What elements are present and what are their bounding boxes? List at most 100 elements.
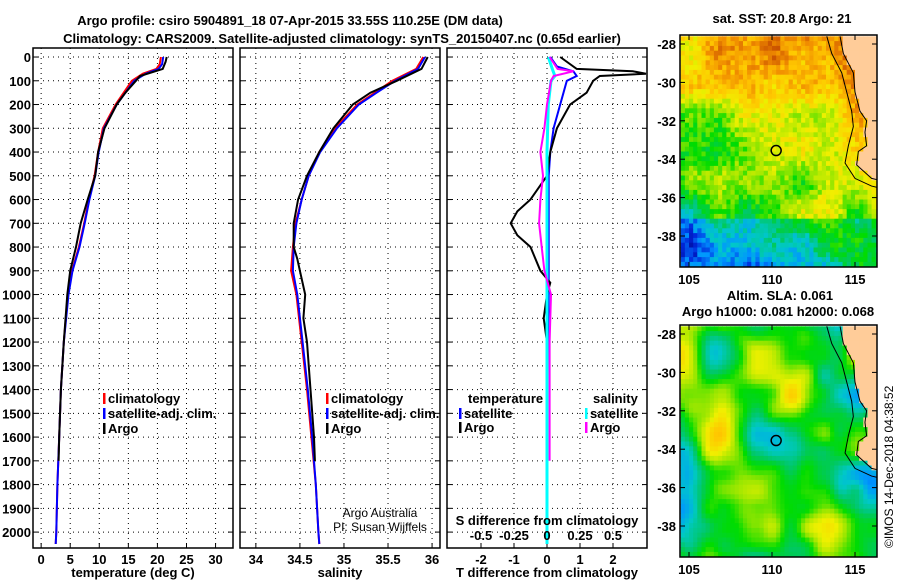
- map-cell: [867, 446, 873, 452]
- map-cell: [850, 518, 856, 524]
- map-cell: [726, 326, 732, 332]
- map-cell: [722, 180, 727, 186]
- map-cell: [755, 204, 761, 210]
- map-cell: [709, 189, 715, 196]
- map-cell: [755, 242, 761, 248]
- map-cell: [772, 479, 777, 486]
- map-cell: [801, 484, 806, 490]
- map-cell: [755, 55, 761, 61]
- map-cell: [726, 355, 732, 361]
- map-cell: [738, 460, 744, 466]
- map-cell: [697, 79, 702, 85]
- map-cell: [826, 41, 831, 47]
- map-cell: [780, 547, 785, 553]
- map-cell: [850, 455, 856, 462]
- map-cell: [713, 374, 719, 380]
- map-cell: [842, 113, 848, 119]
- map-cell: [813, 508, 819, 514]
- map-cell: [751, 335, 756, 342]
- map-cell: [759, 36, 765, 42]
- map-cell: [680, 436, 686, 442]
- map-cell: [738, 237, 744, 244]
- map-cell: [734, 364, 740, 370]
- map-cell: [755, 74, 761, 80]
- map-cell: [709, 237, 715, 244]
- map-cell: [697, 113, 702, 119]
- map-cell: [813, 175, 819, 181]
- map-cell: [826, 151, 831, 157]
- map-cell: [747, 542, 752, 548]
- map-cell: [834, 383, 839, 390]
- map-cell: [867, 209, 873, 215]
- map-cell: [867, 403, 873, 409]
- map-cell: [846, 69, 852, 76]
- map-cell: [801, 355, 806, 361]
- map-cell: [759, 508, 765, 514]
- map-cell: [680, 170, 686, 176]
- map-cell: [697, 151, 702, 157]
- map-cell: [846, 228, 852, 234]
- map-cell: [759, 233, 765, 239]
- map-cell: [734, 117, 740, 124]
- map-cell: [817, 209, 823, 215]
- map-cell: [792, 436, 798, 442]
- map-cell: [842, 69, 848, 76]
- map-cell: [850, 65, 856, 71]
- map-cell: [718, 331, 723, 337]
- map-cell: [705, 345, 711, 351]
- map-cell: [817, 108, 823, 114]
- map-cell: [850, 233, 856, 239]
- map-cell: [788, 242, 794, 248]
- map-cell: [730, 156, 736, 162]
- map-cell: [684, 470, 690, 476]
- map-cell: [842, 335, 848, 342]
- map-cell: [772, 422, 777, 428]
- legend-label: Argo: [464, 420, 494, 435]
- map-cell: [826, 388, 831, 394]
- map-cell: [780, 69, 785, 76]
- map-cell: [726, 494, 732, 500]
- map-cell: [780, 257, 785, 263]
- map-cell: [697, 470, 702, 476]
- map-cell: [855, 451, 860, 457]
- map-cell: [701, 69, 707, 76]
- map-cell: [863, 199, 868, 205]
- map-cell: [784, 74, 790, 80]
- map-cell: [738, 359, 744, 366]
- map-cell: [801, 475, 806, 481]
- map-cell: [680, 127, 686, 133]
- map-cell: [697, 41, 702, 47]
- map-cell: [792, 475, 798, 481]
- map-cell: [697, 403, 702, 409]
- map-cell: [859, 532, 864, 538]
- map-cell: [838, 465, 844, 471]
- map-cell: [738, 431, 744, 438]
- map-cell: [826, 194, 831, 200]
- map-cell: [813, 103, 819, 109]
- map-cell: [867, 89, 873, 95]
- map-cell: [830, 185, 835, 191]
- map-cell: [713, 542, 719, 548]
- map-cell: [734, 508, 740, 514]
- map-cell: [747, 369, 752, 375]
- map-cell: [846, 436, 852, 442]
- map-cell: [830, 151, 835, 157]
- map-cell: [734, 161, 740, 167]
- map-cell: [772, 398, 777, 404]
- map-cell: [792, 137, 798, 143]
- map-cell: [730, 194, 736, 200]
- map-cell: [780, 156, 785, 162]
- map-cell: [722, 374, 727, 380]
- map-cell: [718, 45, 723, 52]
- map-cell: [813, 326, 819, 332]
- map-cell: [713, 213, 719, 220]
- map-cell: [855, 185, 860, 191]
- map-cell: [738, 247, 744, 253]
- map-cell: [697, 69, 702, 76]
- map-cell: [730, 455, 736, 462]
- map-cell: [838, 503, 844, 510]
- map-cell: [863, 98, 868, 104]
- map-cell: [796, 45, 802, 52]
- map-cell: [701, 436, 707, 442]
- map-cell: [801, 189, 806, 196]
